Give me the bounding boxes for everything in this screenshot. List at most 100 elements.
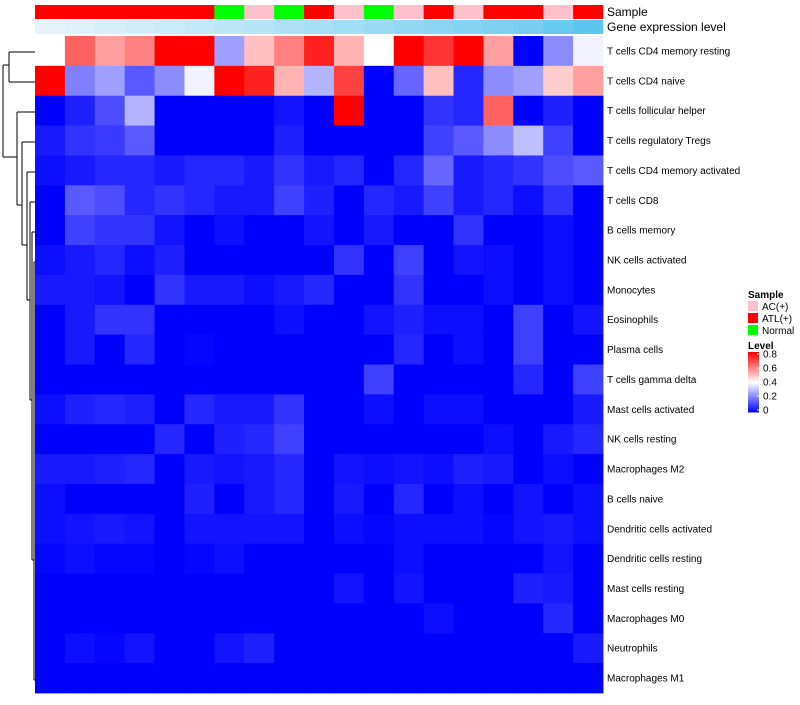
heatmap-cell	[483, 424, 514, 455]
heatmap-cell	[453, 334, 484, 365]
sample-annotation-cell	[423, 5, 454, 19]
heatmap-cell	[184, 215, 215, 246]
heatmap-cell	[274, 95, 305, 126]
expression-annotation-cell	[333, 20, 365, 34]
legend-level-title: Level	[748, 341, 774, 352]
heatmap-cell	[244, 364, 275, 395]
heatmap-cell	[513, 513, 544, 545]
legend-level-gradient-step	[748, 402, 759, 404]
heatmap-cell	[124, 274, 155, 306]
heatmap-cell	[453, 394, 484, 425]
legend: Sample Level AC(+)ATL(+)Normal 0.8 0.6 0.4 0…	[748, 290, 794, 417]
row-label: T cells CD4 memory resting	[607, 46, 730, 57]
heatmap-cell	[154, 483, 185, 515]
heatmap-cell	[543, 513, 574, 545]
heatmap-cell	[94, 633, 126, 664]
legend-sample-swatch	[748, 313, 758, 323]
heatmap-cell	[274, 65, 305, 97]
heatmap-cell	[304, 215, 335, 246]
heatmap-cell	[513, 543, 544, 574]
heatmap-cell	[124, 543, 155, 574]
heatmap-cell	[333, 245, 365, 276]
row-label: Neutrophils	[607, 644, 658, 655]
heatmap-cell	[573, 394, 604, 425]
heatmap-cell	[453, 95, 484, 126]
heatmap-cell	[483, 65, 514, 97]
heatmap-cell	[423, 663, 454, 694]
heatmap-cell	[304, 334, 335, 365]
heatmap-cell	[573, 663, 604, 694]
legend-level-gradient-step	[748, 379, 759, 381]
sample-annotation-cell	[35, 5, 66, 19]
heatmap-cell	[453, 36, 484, 67]
heatmap-cell	[214, 185, 245, 216]
heatmap-cell	[333, 364, 365, 395]
heatmap-cell	[124, 513, 155, 545]
heatmap-cell	[304, 65, 335, 97]
legend-level-gradient-step	[748, 363, 759, 365]
heatmap-cell	[453, 125, 484, 156]
heatmap-cell	[274, 633, 305, 664]
heatmap-cell	[214, 483, 245, 515]
heatmap-cell	[543, 185, 574, 216]
heatmap-cell	[94, 513, 126, 545]
heatmap-cell	[573, 95, 604, 126]
heatmap-cell	[64, 334, 96, 365]
legend-sample-label: ATL(+)	[762, 314, 792, 325]
sample-annotation-cell	[184, 5, 215, 19]
heatmap-cell	[543, 95, 574, 126]
heatmap-cell	[483, 215, 514, 246]
heatmap-cell	[333, 185, 365, 216]
sample-annotation-cell	[453, 5, 484, 19]
heatmap-cell	[35, 663, 66, 694]
heatmap-cell	[573, 454, 604, 485]
heatmap-cell	[124, 424, 155, 455]
heatmap-cell	[304, 274, 335, 306]
heatmap-cell	[64, 424, 96, 455]
heatmap-cell	[154, 245, 185, 276]
heatmap-cell	[304, 155, 335, 186]
heatmap-cell	[573, 513, 604, 545]
heatmap-cell	[124, 245, 155, 276]
heatmap-cell	[543, 155, 574, 186]
heatmap-cell	[35, 513, 66, 545]
heatmap-cell	[573, 274, 604, 306]
legend-sample-title: Sample	[748, 290, 784, 301]
legend-level-gradient-step	[748, 384, 759, 386]
heatmap-cell	[154, 36, 185, 67]
row-label: Dendritic cells activated	[607, 524, 712, 535]
heatmap-cell	[453, 543, 484, 574]
legend-level-gradient-step	[748, 395, 759, 397]
heatmap-cell	[64, 65, 96, 97]
heatmap-cell	[513, 573, 544, 604]
heatmap-cell	[453, 215, 484, 246]
heatmap-cell	[573, 334, 604, 365]
heatmap-cell	[274, 245, 305, 276]
heatmap-cell	[124, 155, 155, 186]
heatmap-cell	[363, 215, 395, 246]
heatmap-cell	[513, 215, 544, 246]
heatmap-cell	[274, 364, 305, 395]
heatmap-cell	[393, 185, 425, 216]
heatmap-cell	[513, 483, 544, 515]
expression-annotation-cell	[274, 20, 305, 34]
heatmap-cell	[94, 573, 126, 604]
heatmap-cell	[184, 543, 215, 574]
heatmap-cell	[573, 573, 604, 604]
legend-sample-label: AC(+)	[762, 302, 788, 313]
legend-level-gradient-step	[748, 405, 759, 407]
heatmap-cell	[244, 454, 275, 485]
heatmap-cell	[543, 364, 574, 395]
heatmap-cell	[423, 454, 454, 485]
sample-annotation-cell	[64, 5, 96, 19]
heatmap-cell	[333, 424, 365, 455]
heatmap-cell	[214, 245, 245, 276]
heatmap-cell	[184, 633, 215, 664]
heatmap-cell	[35, 394, 66, 425]
heatmap-cell	[154, 185, 185, 216]
heatmap-cell	[393, 603, 425, 634]
heatmap-cell	[94, 274, 126, 306]
heatmap-cell	[573, 543, 604, 574]
heatmap-cell	[214, 513, 245, 545]
